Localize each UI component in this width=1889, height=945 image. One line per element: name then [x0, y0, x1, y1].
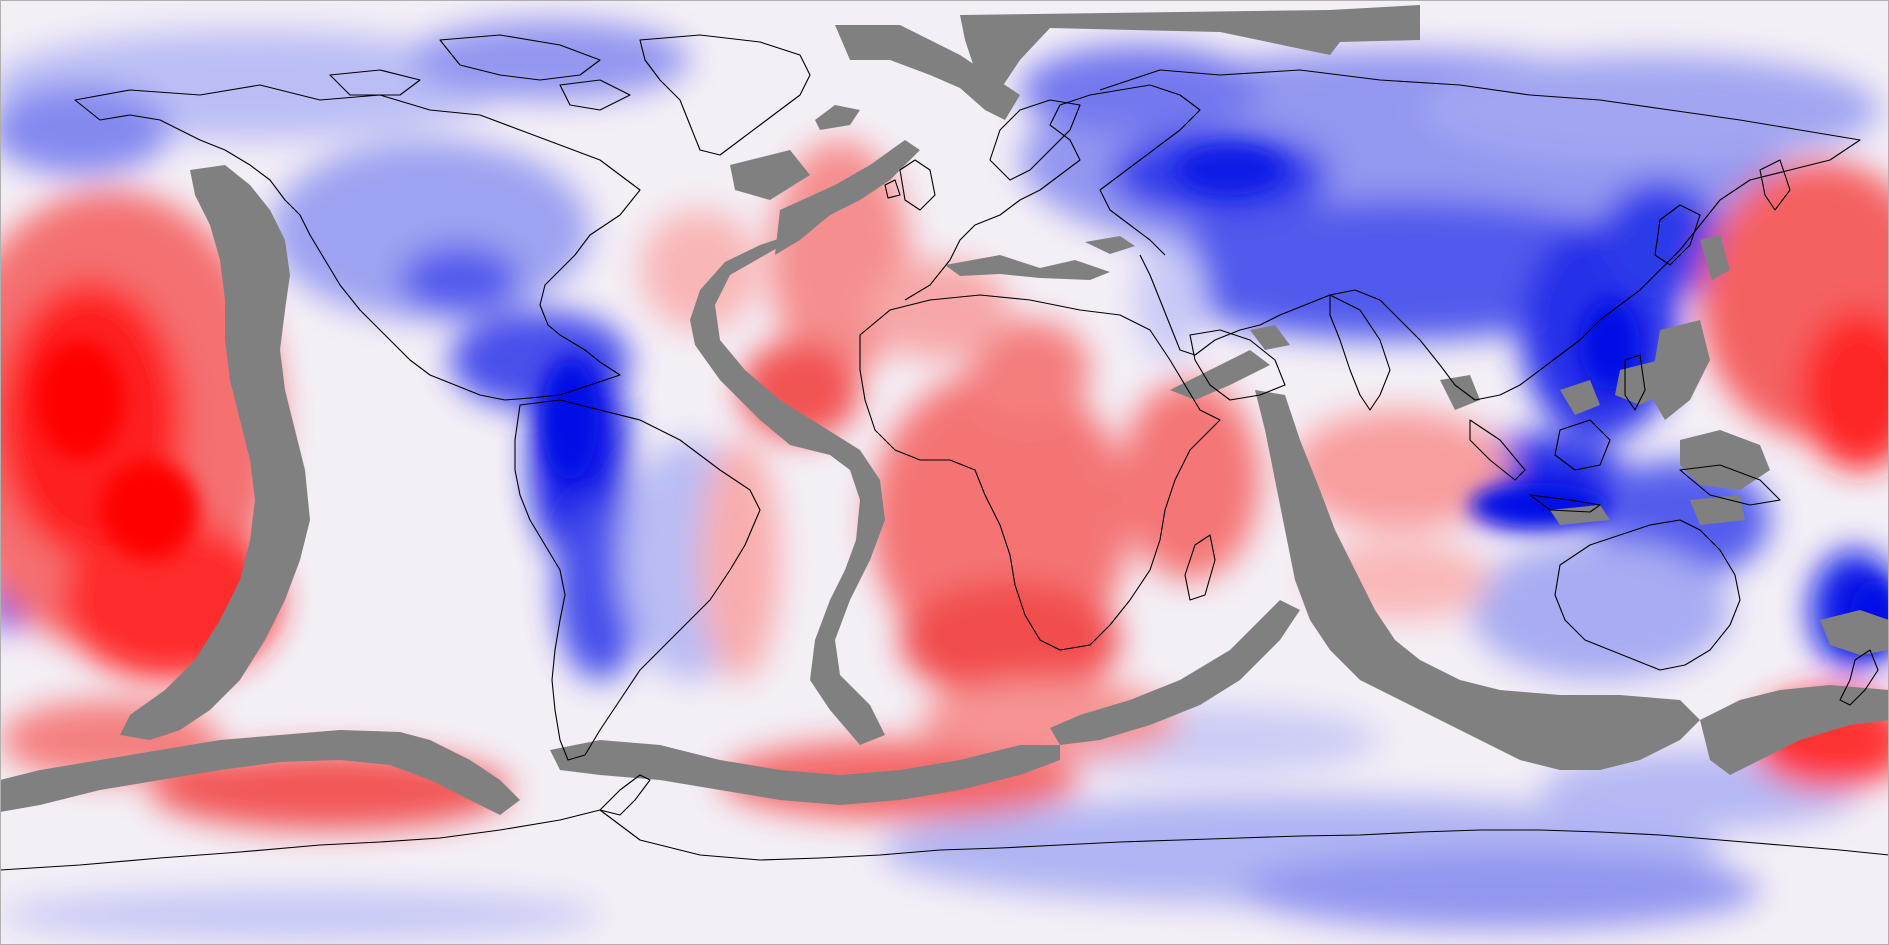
coastline-philippines: [1624, 354, 1646, 411]
anomaly-blob: [1020, 45, 1260, 135]
anomaly-blob: [0, 85, 170, 175]
mask-w-pacific-a: [1650, 320, 1710, 420]
coastline-australia: [1554, 519, 1741, 671]
mask-indonesia-c: [1550, 505, 1610, 525]
coastline-japan: [1654, 204, 1701, 266]
mask-black-sea: [1085, 236, 1135, 254]
mask-greenland-sea: [835, 25, 1020, 120]
mask-south-pacific-edge: [1820, 610, 1889, 655]
mask-east-pacific-rise: [120, 165, 310, 740]
anomaly-blob: [100, 460, 200, 560]
anomaly-blob: [900, 580, 1120, 700]
coastline-madagascar: [1184, 534, 1216, 601]
coastline-south-america: [514, 399, 761, 761]
mask-n-atlantic-a: [730, 150, 810, 200]
coastline-scandinavia: [989, 99, 1081, 181]
anomaly-blob: [542, 360, 598, 480]
anomaly-blob: [1175, 145, 1285, 195]
coastline-arctic-islands: [329, 34, 631, 111]
mask-w-pacific-d: [1700, 235, 1730, 280]
coastline-java: [1529, 494, 1601, 513]
anomaly-blob: [1135, 240, 1205, 360]
anomaly-blob: [410, 20, 690, 100]
mask-sw-indian-ridge: [1050, 600, 1300, 745]
mask-red-sea: [1170, 350, 1270, 400]
mask-indonesia-a: [1560, 380, 1600, 415]
coastline-kamchatka: [1759, 159, 1791, 211]
anomaly-blob: [0, 890, 600, 940]
mask-w-pacific-c: [1615, 360, 1670, 405]
anomaly-blob: [870, 260, 1010, 360]
anomaly-blob: [1420, 55, 1880, 165]
anomaly-blob: [1800, 310, 1889, 470]
mask-indian-ridge: [1255, 390, 1700, 770]
anomaly-blob: [1470, 540, 1730, 680]
coastline-sumatra: [1469, 419, 1526, 481]
anomaly-blob: [1120, 380, 1260, 580]
coastline-new-zealand: [1839, 649, 1879, 706]
coastline-antarctica: [0, 809, 1889, 871]
anomaly-blob: [1240, 850, 1760, 930]
coastline-british-isles: [884, 159, 936, 211]
anomaly-blob: [920, 680, 1180, 760]
anomaly-blob: [640, 210, 760, 330]
coastline-africa: [859, 294, 1221, 651]
coastline-greenland: [639, 34, 811, 156]
mask-southern-ring-central: [550, 740, 1060, 805]
coastline-europe: [904, 84, 1201, 301]
coastlines: [0, 34, 1889, 871]
coastline-india: [1329, 294, 1391, 411]
mask-mid-atlantic-west: [690, 205, 885, 745]
mask-mediterranean: [945, 255, 1110, 280]
mask-southern-ring-west: [0, 730, 520, 815]
anomaly-blob: [700, 440, 780, 680]
coastline-borneo: [1554, 419, 1611, 471]
mask-indonesia-b: [1440, 375, 1480, 410]
coastline-new-guinea: [1679, 464, 1781, 506]
mask-arctic-atlantic: [960, 5, 1420, 90]
coastline-antarctic-peninsula: [599, 774, 651, 816]
anomaly-blob: [1290, 410, 1510, 530]
masked-regions: [0, 5, 1889, 815]
mask-persian-gulf: [1250, 325, 1290, 350]
coastline-asia: [1099, 69, 1861, 401]
mask-southern-ring-east: [1700, 685, 1889, 775]
anomaly-blob: [970, 320, 1090, 420]
mask-indonesia-d: [1690, 495, 1745, 525]
mask-denmark-strait: [815, 105, 860, 130]
coastline-arabia: [1189, 329, 1286, 401]
anomaly-blob: [35, 340, 125, 460]
mask-n-atlantic-b: [775, 140, 920, 255]
anomaly-blob: [400, 245, 520, 315]
coastline-north-america: [74, 84, 641, 401]
